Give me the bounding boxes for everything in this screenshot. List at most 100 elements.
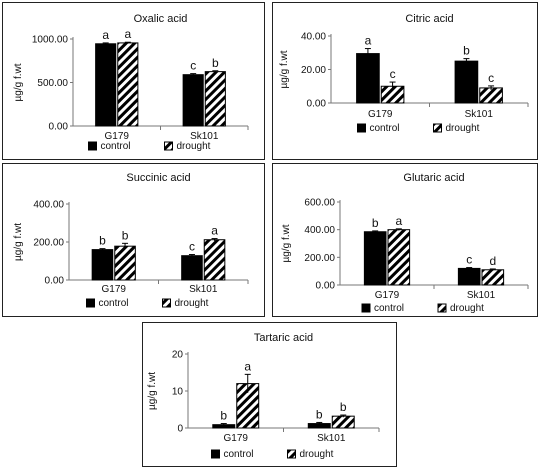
succinic-acid-bar-drought-sk101 [203, 239, 226, 281]
oxalic-acid-significance-letter: c [190, 59, 196, 73]
glutaric-acid-category-label: Sk101 [467, 290, 496, 301]
succinic-acid-significance-letter: a [211, 224, 218, 238]
succinic-acid-legend-swatch-drought [162, 298, 171, 308]
tartaric-acid-y-tick-label: 10 [172, 387, 184, 398]
citric-acid-title: Citric acid [405, 13, 453, 25]
citric-acid-bar-drought-sk101 [479, 87, 503, 104]
citric-acid-category-label: G179 [368, 109, 393, 120]
tartaric-acid-significance-letter: b [340, 400, 347, 414]
glutaric-acid-y-tick-label: 600.00 [304, 198, 335, 209]
glutaric-acid-y-tick-label: 400.00 [304, 225, 335, 236]
glutaric-acid-bar-control-sk101 [457, 267, 481, 286]
oxalic-acid-bar-control-sk101 [182, 74, 204, 127]
tartaric-acid-legend-swatch-drought [287, 449, 296, 459]
oxalic-acid-legend-swatch-control [88, 141, 97, 151]
oxalic-acid-category-label: G179 [105, 131, 130, 142]
oxalic-acid-title: Oxalic acid [134, 13, 188, 25]
oxalic-acid-significance-letter: a [124, 27, 131, 41]
citric-acid-bar-control-g179 [356, 53, 380, 104]
oxalic-acid-bar-drought-g179 [117, 42, 139, 127]
tartaric-acid-category-label: Sk101 [317, 433, 346, 444]
citric-acid-legend-label-drought: drought [446, 123, 480, 134]
tartaric-acid-significance-letter: b [316, 407, 323, 421]
glutaric-acid-y-tick-label: 0.00 [316, 281, 336, 292]
tartaric-acid-title: Tartaric acid [254, 332, 313, 344]
oxalic-acid-legend-label-drought: drought [177, 141, 211, 152]
citric-acid-y-tick-label: 0.00 [307, 99, 327, 110]
succinic-acid-y-tick-label: 0.00 [45, 276, 65, 287]
citric-acid-y-axis-label: µg/g f.wt [279, 50, 290, 88]
tartaric-acid-y-tick-label: 20 [172, 350, 184, 361]
succinic-acid-significance-letter: c [189, 240, 195, 254]
succinic-acid-title: Succinic acid [126, 172, 190, 184]
succinic-acid-category-label: G179 [102, 284, 127, 295]
citric-acid-legend-label-control: control [370, 123, 400, 134]
succinic-acid-category-label: Sk101 [189, 284, 218, 295]
citric-acid-panel: Citric acid µg/g f.wt 0.00 20.00 40.00 G179 a c… [272, 2, 538, 160]
oxalic-acid-category-label: Sk101 [190, 131, 219, 142]
citric-acid-significance-letter: c [488, 71, 494, 85]
oxalic-acid-y-tick-label: 500.00 [37, 78, 68, 89]
glutaric-acid-bar-drought-sk101 [481, 269, 505, 286]
glutaric-acid-significance-letter: c [466, 253, 472, 267]
glutaric-acid-legend-swatch-drought [437, 303, 447, 313]
glutaric-acid-y-tick-label: 200.00 [304, 253, 335, 264]
glutaric-acid-bar-drought-g179 [387, 229, 411, 286]
tartaric-acid-category-label: G179 [224, 433, 249, 444]
succinic-acid-bar-drought-g179 [114, 245, 136, 281]
succinic-acid-y-axis-label: µg/g f.wt [13, 223, 24, 261]
glutaric-acid-y-axis-label: µg/g f.wt [281, 224, 292, 262]
tartaric-acid-y-axis-label: µg/g f.wt [147, 372, 158, 410]
glutaric-acid-significance-letter: b [372, 216, 379, 230]
glutaric-acid-panel: Glutaric acid µg/g f.wt 0.00 200.00 400.00 60… [272, 163, 538, 317]
tartaric-acid-bar-drought-sk101 [331, 415, 355, 429]
tartaric-acid-legend-label-drought: drought [300, 449, 334, 460]
succinic-acid-bar-control-sk101 [181, 255, 203, 281]
oxalic-acid-bar-control-g179 [95, 43, 117, 127]
succinic-acid-significance-letter: b [99, 234, 106, 248]
tartaric-acid-legend-label-control: control [224, 449, 254, 460]
glutaric-acid-significance-letter: d [489, 254, 496, 268]
succinic-acid-y-tick-label: 400.00 [33, 200, 64, 211]
tartaric-acid-significance-letter: a [244, 359, 251, 373]
glutaric-acid-significance-letter: a [395, 214, 402, 228]
glutaric-acid-legend-label-control: control [374, 303, 404, 314]
oxalic-acid-panel: Oxalic acid µg/g f.wt 0.00 500.00 1000.00 G17… [2, 2, 265, 160]
citric-acid-legend-swatch-control [357, 123, 366, 133]
succinic-acid-panel: Succinic acid µg/g f.wt 0.00 200.00 400.00 G1… [2, 163, 265, 317]
oxalic-acid-y-tick-label: 0.00 [49, 122, 69, 133]
oxalic-acid-legend-swatch-drought [164, 141, 173, 151]
glutaric-acid-legend-label-drought: drought [450, 303, 484, 314]
citric-acid-significance-letter: b [463, 44, 470, 58]
oxalic-acid-y-tick-label: 1000.00 [32, 35, 69, 46]
citric-acid-y-tick-label: 20.00 [301, 65, 326, 76]
tartaric-acid-chart: Tartaric acid µg/g f.wt 0 10 20 G179 b a Sk101 b b… [147, 332, 380, 460]
tartaric-acid-legend-swatch-control [211, 449, 220, 459]
succinic-acid-bar-control-g179 [91, 249, 114, 281]
tartaric-acid-panel: Tartaric acid µg/g f.wt 0 10 20 G179 b a Sk101 b b… [142, 322, 397, 467]
succinic-acid-chart: Succinic acid µg/g f.wt 0.00 200.00 400.00 G1… [13, 172, 249, 309]
oxalic-acid-legend-label-control: control [101, 141, 131, 152]
citric-acid-significance-letter: a [365, 34, 372, 48]
citric-acid-significance-letter: c [390, 67, 396, 81]
oxalic-acid-significance-letter: b [212, 56, 219, 70]
tartaric-acid-significance-letter: b [220, 409, 227, 423]
tartaric-acid-y-tick-label: 0 [177, 424, 183, 435]
succinic-acid-legend-swatch-control [86, 298, 95, 308]
oxalic-acid-significance-letter: a [102, 28, 109, 42]
citric-acid-legend-swatch-drought [433, 123, 442, 133]
citric-acid-bar-control-sk101 [454, 60, 479, 104]
glutaric-acid-title: Glutaric acid [403, 172, 464, 184]
oxalic-acid-y-axis-label: µg/g f.wt [13, 63, 24, 101]
succinic-acid-significance-letter: b [122, 228, 129, 242]
succinic-acid-y-tick-label: 200.00 [33, 238, 64, 249]
glutaric-acid-bar-control-g179 [363, 231, 387, 286]
citric-acid-chart: Citric acid µg/g f.wt 0.00 20.00 40.00 G179 a c… [279, 13, 529, 134]
citric-acid-category-label: Sk101 [465, 109, 494, 120]
glutaric-acid-category-label: G179 [375, 290, 400, 301]
oxalic-acid-chart: Oxalic acid µg/g f.wt 0.00 500.00 1000.00 G17… [13, 13, 249, 152]
glutaric-acid-chart: Glutaric acid µg/g f.wt 0.00 200.00 400.00 60… [281, 172, 529, 314]
succinic-acid-legend-label-drought: drought [175, 298, 209, 309]
oxalic-acid-bar-drought-sk101 [204, 71, 226, 127]
succinic-acid-legend-label-control: control [99, 298, 129, 309]
